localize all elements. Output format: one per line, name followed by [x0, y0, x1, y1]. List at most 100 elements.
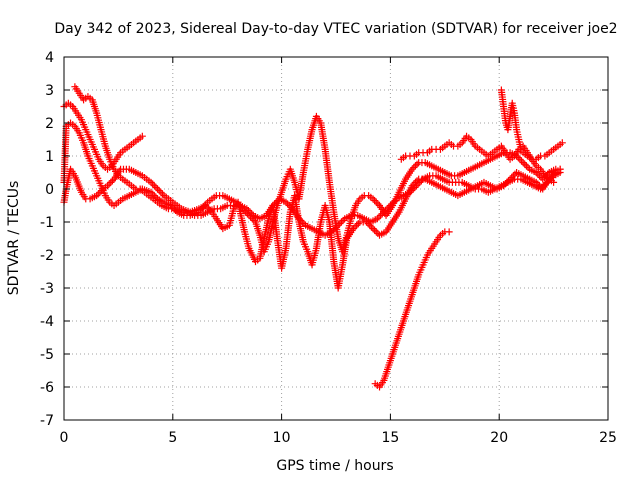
data-point [105, 180, 113, 188]
x-tick-label: 15 [381, 430, 399, 446]
data-point [157, 188, 165, 196]
y-tick-label: -5 [40, 347, 54, 363]
data-point [246, 208, 254, 216]
data-point [413, 182, 421, 190]
y-tick-label: -1 [40, 215, 54, 231]
data-point [108, 177, 116, 185]
y-tick-label: -3 [40, 281, 54, 297]
y-tick-label: -7 [40, 413, 54, 429]
y-tick-label: -4 [40, 314, 54, 330]
data-point [550, 178, 558, 186]
data-point [540, 182, 548, 190]
data-point [298, 218, 306, 226]
data-point [371, 197, 379, 205]
data-point [369, 195, 377, 203]
data-point [295, 215, 303, 223]
x-tick-label: 0 [60, 430, 69, 446]
x-axis-label: GPS time / hours [276, 458, 393, 474]
data-point [243, 205, 251, 213]
data-point [382, 206, 390, 214]
y-tick-label: 1 [45, 149, 54, 165]
y-tick-label: 3 [45, 83, 54, 99]
data-point [271, 200, 279, 208]
y-axis-label: SDTVAR / TECUs [6, 181, 22, 296]
data-point [516, 155, 524, 163]
data-point [336, 220, 344, 228]
data-point [333, 223, 341, 231]
data-point [334, 221, 342, 229]
data-point [521, 160, 529, 168]
data-point [155, 187, 163, 195]
data-point [366, 221, 374, 229]
data-point [532, 169, 540, 176]
data-point [285, 202, 293, 209]
y-tick-label: 0 [45, 182, 54, 198]
data-point [385, 203, 393, 211]
data-point [96, 188, 104, 196]
data-point [269, 202, 277, 209]
y-tick-label: -2 [40, 248, 54, 264]
series-arc-g [371, 228, 453, 391]
data-point [149, 180, 157, 188]
data-point [152, 183, 160, 191]
data-point [375, 213, 383, 221]
axis-ticks: 0 5 10 15 20 25 -7 -6 -5 -4 -3 -2 -1 0 1 2 3 4 [40, 50, 617, 446]
data-point [558, 139, 566, 147]
data-point [383, 205, 391, 213]
data-point [244, 206, 252, 214]
chart-title: Day 342 of 2023, Sidereal Day-to-day VTE… [54, 21, 617, 37]
data-point [300, 220, 308, 228]
data-point [351, 223, 359, 231]
series-arc-f [497, 86, 558, 186]
data-point [410, 164, 418, 172]
data-point [391, 197, 399, 205]
y-tick-label: 4 [45, 50, 54, 66]
data-point [369, 225, 377, 233]
series-arc-e [397, 132, 566, 163]
data-point [374, 200, 382, 208]
data-point [339, 216, 347, 224]
data-point [94, 190, 102, 198]
data-point [386, 202, 394, 209]
data-point [416, 178, 424, 186]
data-point [411, 183, 419, 191]
data-point [537, 185, 545, 193]
data-point [538, 183, 546, 191]
data-point [147, 178, 155, 186]
data-point [329, 226, 337, 234]
data-point [328, 228, 336, 236]
data-point [287, 203, 295, 211]
data-point [417, 177, 425, 185]
y-tick-label: 2 [45, 116, 54, 132]
data-point [337, 218, 345, 226]
data-point [408, 187, 416, 195]
data-point [524, 164, 532, 172]
x-tick-label: 5 [168, 430, 177, 446]
data-point [406, 188, 414, 196]
plot-frame [63, 56, 609, 421]
data-point [378, 210, 386, 218]
data-point [414, 180, 422, 188]
x-tick-label: 20 [490, 430, 508, 446]
data-point [284, 200, 292, 208]
data-point [93, 192, 101, 200]
data-point [514, 154, 522, 162]
data-point [158, 190, 166, 198]
data-point [282, 198, 290, 206]
data-point [409, 185, 417, 193]
data-point [445, 228, 453, 236]
x-tick-label: 10 [273, 430, 291, 446]
data-point [353, 221, 361, 229]
data-point [248, 210, 256, 218]
data-point [371, 226, 379, 234]
series-arc-d [71, 83, 564, 239]
data-point [413, 160, 421, 168]
data-point [541, 180, 549, 188]
data-point [388, 200, 396, 208]
data-point [297, 216, 305, 224]
data-point [509, 172, 517, 180]
data-point [372, 198, 380, 206]
data-point [377, 211, 385, 219]
data-marks [60, 83, 566, 391]
